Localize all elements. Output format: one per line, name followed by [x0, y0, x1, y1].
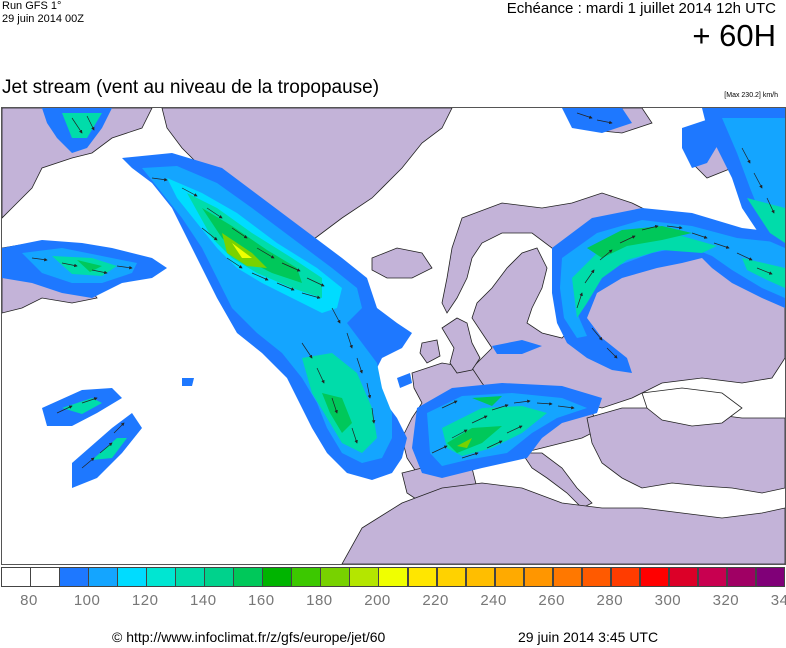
legend-swatch — [465, 567, 496, 587]
legend-swatch — [175, 567, 205, 587]
legend-swatch — [697, 567, 728, 587]
legend-swatch — [494, 567, 525, 587]
map-title: Jet stream (vent au niveau de la tropopa… — [2, 77, 380, 98]
legend-tick-label: 320 — [712, 592, 740, 609]
map-canvas — [2, 108, 785, 564]
legend-tick-label: 120 — [131, 592, 159, 609]
legend-swatch — [117, 567, 147, 587]
legend-tick-label: 300 — [654, 592, 682, 609]
legend-swatch — [523, 567, 554, 587]
legend-swatch — [378, 567, 408, 587]
legend-swatch — [291, 567, 321, 587]
legend-tick-label: 280 — [596, 592, 624, 609]
legend-swatch — [59, 567, 89, 587]
source-url: © http://www.infoclimat.fr/z/gfs/europe/… — [112, 629, 386, 645]
run-label: Run GFS 1° — [2, 0, 62, 12]
color-scale-labels: 80 100 120 140 160 180 200 220 240 260 280 300 320 34… — [0, 592, 786, 612]
wind-arrows — [31, 112, 775, 469]
legend-swatch — [407, 567, 438, 587]
legend-swatch — [639, 567, 670, 587]
jet-stream-map — [1, 107, 786, 565]
legend-swatch — [581, 567, 612, 587]
legend-swatch — [436, 567, 467, 587]
legend-swatch — [726, 567, 757, 587]
run-date: 29 juin 2014 00Z — [2, 13, 84, 25]
legend-tick-label: 220 — [422, 592, 449, 609]
jet-stream-contours — [2, 108, 785, 488]
legend-swatch — [320, 567, 350, 587]
generated-timestamp: 29 juin 2014 3:45 UTC — [518, 629, 659, 645]
legend-tick-label: 200 — [364, 592, 391, 609]
legend-swatch — [204, 567, 234, 587]
legend-tick-label: 340 — [770, 592, 786, 609]
legend-swatch — [233, 567, 263, 587]
legend-swatch — [668, 567, 699, 587]
legend-swatch — [262, 567, 292, 587]
legend-swatch — [755, 567, 786, 587]
max-value-label: [Max 230.2] km/h — [724, 92, 778, 99]
legend-tick-label: 240 — [480, 592, 507, 609]
forecast-hour: + 60H — [692, 18, 776, 53]
legend-swatch — [146, 567, 176, 587]
legend-tick-label: 180 — [306, 592, 333, 609]
legend-swatch — [349, 567, 379, 587]
legend-tick-label: 80 — [20, 592, 38, 609]
legend-tick-label: 260 — [538, 592, 565, 609]
legend-swatch — [610, 567, 641, 587]
legend-swatch — [552, 567, 583, 587]
legend-swatch — [88, 567, 118, 587]
legend-swatch — [1, 567, 31, 587]
forecast-valid-time: Echéance : mardi 1 juillet 2014 12h UTC — [506, 0, 776, 17]
legend-tick-label: 140 — [190, 592, 217, 609]
legend-swatch — [30, 567, 60, 587]
legend-tick-label: 160 — [248, 592, 275, 609]
legend-tick-label: 100 — [73, 592, 101, 609]
color-scale-legend — [1, 567, 786, 589]
